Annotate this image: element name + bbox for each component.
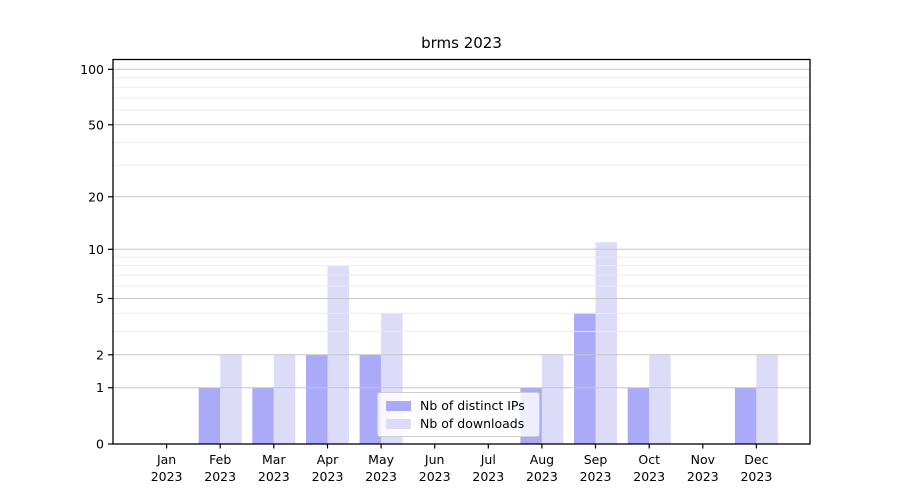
bar-nb-of-downloads-oct-2023 (649, 354, 671, 444)
x-tick-label-month: Jun (424, 452, 445, 467)
legend-item-distinct-ips: Nb of distinct IPs (386, 398, 531, 413)
bar-nb-of-distinct-ips-apr-2023 (306, 354, 328, 444)
y-tick-label: 0 (96, 437, 104, 452)
legend-label-downloads: Nb of downloads (420, 416, 525, 431)
y-tick-label: 2 (96, 347, 104, 362)
legend: Nb of distinct IPs Nb of downloads (377, 392, 540, 437)
x-tick-label-year: 2023 (633, 469, 665, 484)
bar-nb-of-downloads-feb-2023 (220, 354, 242, 444)
x-tick-label-month: Nov (691, 452, 716, 467)
chart-title: brms 2023 (421, 34, 502, 52)
y-tick-label: 1 (96, 380, 104, 395)
x-tick-label-year: 2023 (526, 469, 558, 484)
y-tick-label: 10 (88, 242, 104, 257)
legend-item-downloads: Nb of downloads (386, 416, 531, 431)
bar-nb-of-distinct-ips-oct-2023 (627, 387, 650, 444)
x-tick-label-month: Feb (209, 452, 231, 467)
x-tick-label-year: 2023 (419, 469, 451, 484)
bar-nb-of-distinct-ips-dec-2023 (734, 387, 757, 444)
bar-nb-of-distinct-ips-sep-2023 (574, 313, 596, 444)
x-tick-label-year: 2023 (740, 469, 772, 484)
x-tick-label-year: 2023 (204, 469, 236, 484)
bar-nb-of-downloads-mar-2023 (273, 354, 296, 444)
bar-nb-of-downloads-sep-2023 (595, 242, 617, 444)
x-tick-label-month: Dec (744, 452, 768, 467)
y-tick-label: 50 (88, 117, 104, 132)
bar-nb-of-distinct-ips-feb-2023 (198, 387, 221, 444)
bar-nb-of-downloads-aug-2023 (541, 354, 564, 444)
x-tick-label-month: Jan (156, 452, 176, 467)
legend-label-distinct-ips: Nb of distinct IPs (420, 398, 525, 413)
x-tick-label-year: 2023 (258, 469, 290, 484)
x-tick-label-year: 2023 (312, 469, 344, 484)
y-tick-label: 5 (96, 291, 104, 306)
x-tick-label-year: 2023 (365, 469, 397, 484)
x-tick-label-year: 2023 (472, 469, 504, 484)
bar-nb-of-distinct-ips-mar-2023 (252, 387, 274, 444)
x-tick-label-year: 2023 (687, 469, 719, 484)
x-tick-label-month: Mar (262, 452, 286, 467)
bar-nb-of-distinct-ips-may-2023 (359, 354, 382, 444)
legend-swatch-downloads (386, 418, 411, 429)
bar-nb-of-downloads-dec-2023 (756, 354, 778, 444)
x-tick-label-year: 2023 (580, 469, 612, 484)
legend-swatch-distinct-ips (386, 400, 411, 411)
y-tick-label: 20 (88, 189, 104, 204)
x-tick-label-month: Aug (530, 452, 554, 467)
x-tick-label-month: Apr (317, 452, 339, 467)
x-tick-label-year: 2023 (151, 469, 183, 484)
axes-frame (112, 58, 811, 445)
x-tick-label-month: Sep (584, 452, 608, 467)
y-tick-label: 100 (80, 62, 104, 77)
x-tick-label-month: Oct (638, 452, 660, 467)
x-tick-label-month: May (368, 452, 394, 467)
x-tick-label-month: Jul (480, 452, 496, 467)
